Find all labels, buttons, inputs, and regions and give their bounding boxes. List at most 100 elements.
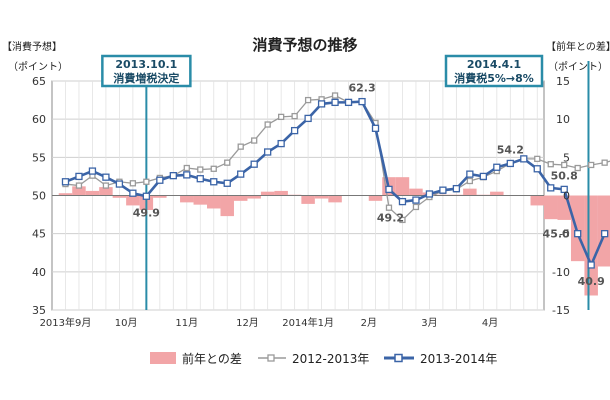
left-tick-label: 35 — [32, 304, 46, 317]
series-point — [264, 121, 271, 128]
difference-bar — [314, 195, 329, 199]
x-tick-label: 4月 — [482, 317, 498, 329]
difference-bar — [274, 190, 288, 196]
left-tick-label: 65 — [32, 75, 46, 88]
series-point — [88, 167, 97, 175]
annotation-event: 消費税5%→8% — [454, 71, 534, 85]
left-tick-label: 60 — [32, 113, 46, 126]
difference-bar — [260, 191, 275, 196]
series-point — [250, 160, 258, 168]
difference-bar — [544, 195, 558, 220]
series-point — [102, 173, 110, 181]
series-point — [237, 170, 245, 178]
series-point — [129, 189, 137, 197]
series-point — [169, 172, 177, 180]
difference-bar — [58, 193, 73, 196]
data-label: 40.9 — [578, 275, 605, 288]
series-point — [534, 155, 541, 163]
right-tick-label: -5 — [559, 228, 570, 241]
series-point — [425, 190, 434, 198]
series-point — [331, 98, 339, 107]
series-point — [223, 179, 231, 187]
legend-label-2013: 2013-2014年 — [420, 352, 497, 366]
data-labels: 49.962.349.254.250.845.040.945.0 — [133, 82, 605, 288]
difference-bar — [99, 187, 113, 196]
series-point — [398, 197, 407, 206]
series-point — [277, 139, 285, 148]
series-point — [412, 196, 420, 204]
series-point — [506, 159, 514, 168]
series-point — [412, 203, 420, 211]
series-point — [102, 182, 110, 189]
difference-bar — [126, 195, 140, 206]
series-point — [587, 261, 595, 269]
x-tick-label: 2013年9月 — [40, 316, 92, 329]
left-tick-label: 40 — [32, 266, 46, 279]
data-label: 54.2 — [497, 143, 524, 156]
legend-label-2012: 2012-2013年 — [292, 352, 369, 366]
annotation-date: 2014.4.1 — [467, 58, 521, 71]
series-point — [278, 113, 285, 121]
difference-bar — [395, 177, 410, 196]
right-tick-label: -10 — [552, 266, 570, 279]
difference-bar — [153, 195, 167, 198]
x-tick-label: 10月 — [115, 317, 138, 329]
legend-marker-2012 — [267, 354, 275, 362]
series-point — [560, 185, 568, 194]
series-point — [75, 182, 83, 189]
right-axis-unit: （ポイント） — [548, 61, 608, 73]
series-point — [129, 180, 137, 187]
difference-bar — [220, 195, 234, 217]
series-point — [317, 100, 326, 108]
series-point — [533, 165, 541, 173]
series-point — [224, 159, 231, 166]
data-label: 49.2 — [377, 212, 404, 225]
x-tick-label: 12月 — [236, 317, 259, 329]
difference-bar — [233, 195, 248, 201]
series-point — [304, 96, 312, 104]
left-axis-ticks: 35 40 45 50 55 60 65 — [32, 75, 46, 317]
chart-title: 消費予想の推移 — [252, 36, 357, 54]
series-point — [197, 166, 204, 173]
series-point — [183, 171, 191, 179]
series-point — [452, 184, 461, 193]
series-point — [466, 177, 474, 185]
difference-bar — [247, 195, 261, 199]
right-tick-label: 10 — [556, 113, 570, 126]
annotation-event: 消費増税決定 — [113, 71, 179, 85]
difference-bar — [193, 195, 208, 205]
data-label: 49.9 — [133, 206, 160, 219]
legend: 前年との差 2012-2013年 2013-2014年 — [150, 351, 497, 366]
series-point — [479, 172, 487, 181]
annotation-box — [101, 54, 192, 88]
series-point — [290, 126, 299, 135]
series-point — [61, 178, 70, 186]
right-tick-label: 15 — [556, 75, 570, 88]
series-point — [601, 159, 608, 166]
right-axis-ticks: -15 -10 -5 0 5 10 15 — [552, 75, 570, 317]
left-tick-label: 50 — [32, 190, 46, 203]
difference-bar — [180, 195, 194, 203]
series-point — [196, 175, 204, 183]
difference-bar — [368, 195, 383, 201]
series-point — [466, 170, 474, 178]
x-axis-ticks: 2013年9月 10月 11月 12月 2014年1月 2月 3月 4月 — [40, 316, 499, 329]
data-label: 45.0 — [543, 228, 570, 241]
left-tick-label: 55 — [32, 151, 46, 164]
series-point — [547, 184, 555, 192]
series-point — [251, 137, 258, 144]
annotation-box — [444, 54, 544, 88]
data-label: 62.3 — [348, 82, 375, 95]
series-point — [115, 180, 124, 188]
series-point — [291, 112, 298, 120]
right-axis-label: 【前年との差】 — [546, 40, 610, 53]
legend-marker-2013 — [394, 353, 403, 363]
series-point — [601, 230, 609, 238]
series-point — [142, 192, 151, 200]
difference-bar — [112, 195, 127, 198]
series-point — [344, 98, 353, 107]
series-2013-2014 — [61, 97, 609, 269]
difference-bar — [530, 195, 544, 206]
